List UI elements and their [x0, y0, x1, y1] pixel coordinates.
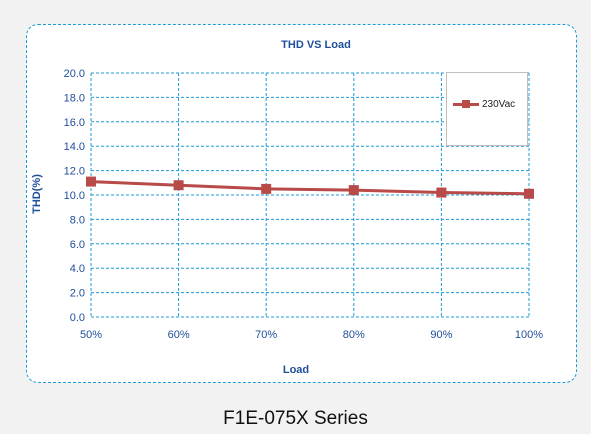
- y-tick-label: 16.0: [64, 117, 85, 129]
- y-tick-label: 14.0: [64, 141, 85, 153]
- legend-item: 230Vac: [453, 99, 515, 110]
- legend-label: 230Vac: [482, 99, 516, 110]
- legend: 230Vac: [446, 72, 528, 146]
- series-line: [90, 180, 530, 196]
- y-axis-ticks: 0.0 2.0 4.0 6.0 8.0 10.0 12.0 14.0 16.0 18.0 20.0: [64, 68, 85, 324]
- y-tick-label: 18.0: [64, 92, 85, 104]
- data-point: [173, 180, 184, 191]
- x-axis-ticks: 50% 60% 70% 80% 90% 100%: [80, 329, 543, 341]
- x-axis-label: Load: [283, 364, 309, 376]
- y-axis-label: THD(%): [31, 174, 43, 214]
- x-tick-label: 70%: [255, 329, 277, 341]
- y-tick-label: 8.0: [70, 214, 85, 226]
- x-tick-label: 90%: [430, 329, 452, 341]
- x-tick-label: 80%: [343, 329, 365, 341]
- data-point: [348, 185, 359, 196]
- y-tick-label: 4.0: [70, 263, 85, 275]
- y-tick-label: 6.0: [70, 239, 85, 251]
- data-point: [261, 183, 272, 194]
- legend-swatch: [453, 100, 479, 108]
- x-tick-label: 60%: [168, 329, 190, 341]
- x-tick-label: 50%: [80, 329, 102, 341]
- series-caption: F1E-075X Series: [223, 408, 368, 429]
- legend-marker: [462, 100, 470, 108]
- y-tick-label: 2.0: [70, 288, 85, 300]
- data-point: [436, 187, 447, 198]
- data-point: [524, 188, 534, 199]
- chart-title: THD VS Load: [281, 39, 351, 51]
- x-tick-label: 100%: [515, 329, 543, 341]
- series-layer: [86, 176, 534, 199]
- y-tick-label: 20.0: [64, 68, 85, 80]
- y-tick-label: 0.0: [70, 312, 85, 324]
- y-tick-label: 10.0: [64, 190, 85, 202]
- y-tick-label: 12.0: [64, 166, 85, 178]
- data-point: [86, 176, 96, 187]
